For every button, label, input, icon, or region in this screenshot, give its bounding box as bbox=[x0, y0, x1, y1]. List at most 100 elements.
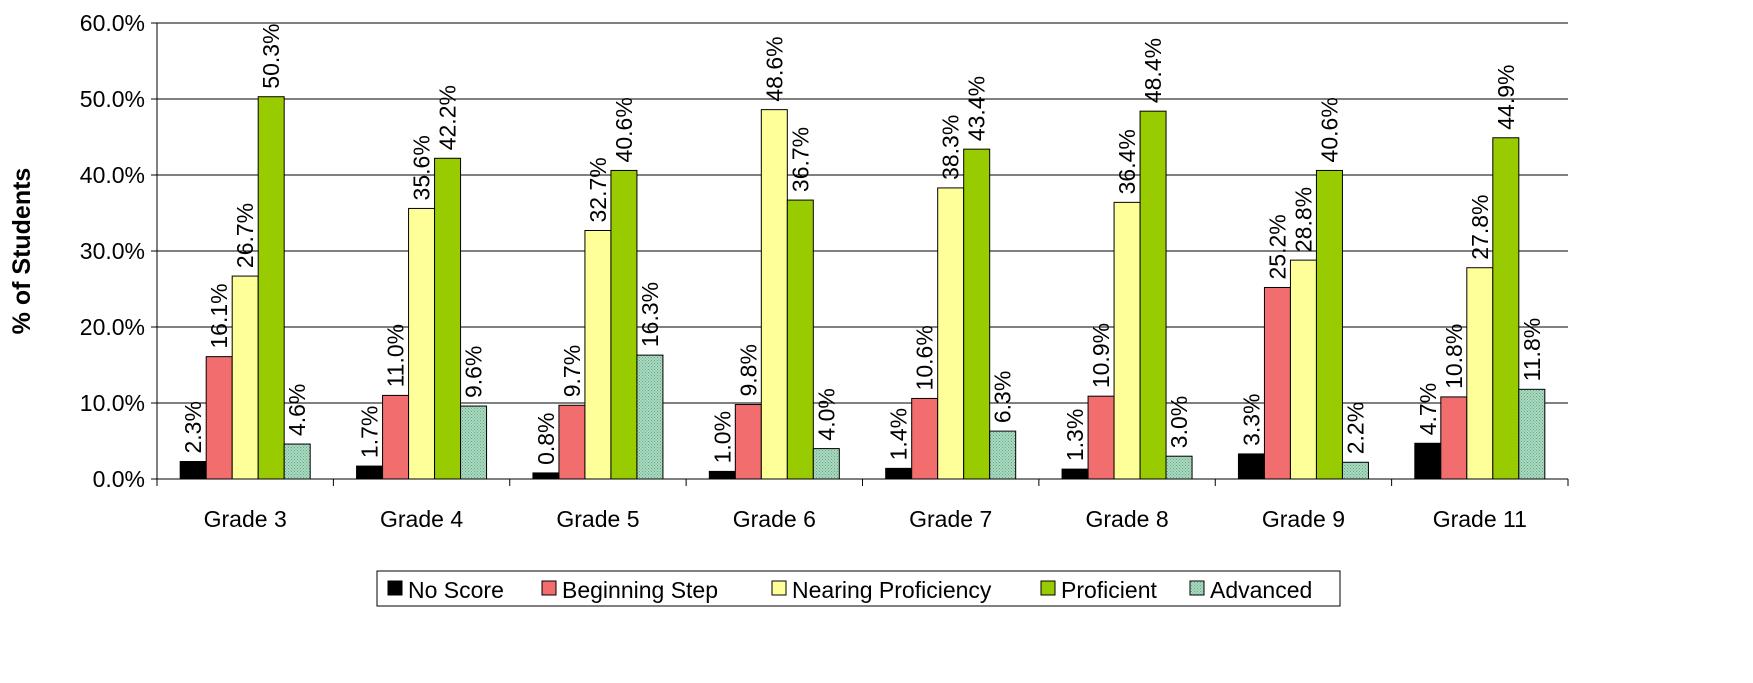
data-label: 10.8% bbox=[1441, 324, 1467, 389]
data-label: 43.4% bbox=[964, 76, 990, 141]
bar-no-score bbox=[1061, 468, 1089, 480]
bar-proficient bbox=[786, 199, 814, 480]
x-tick-label: Grade 9 bbox=[1262, 506, 1345, 532]
legend-swatch bbox=[771, 580, 787, 596]
data-label: 36.4% bbox=[1114, 129, 1140, 194]
gridlines bbox=[157, 22, 1568, 404]
legend-label: Nearing Proficiency bbox=[792, 577, 992, 603]
data-label: 9.6% bbox=[461, 346, 487, 398]
y-tick-label: 20.0% bbox=[80, 314, 145, 340]
data-label: 38.3% bbox=[938, 115, 964, 180]
bar-nearing-proficiency bbox=[937, 187, 965, 480]
bar-beginning-step bbox=[1087, 395, 1115, 480]
bar-beginning-step bbox=[1263, 286, 1291, 480]
bar-no-score bbox=[179, 461, 207, 480]
bar-beginning-step bbox=[911, 397, 939, 480]
bar-advanced bbox=[460, 405, 488, 480]
data-label: 4.0% bbox=[813, 388, 839, 440]
bar-nearing-proficiency bbox=[1113, 201, 1141, 480]
data-label: 3.0% bbox=[1166, 396, 1192, 448]
data-label: 2.2% bbox=[1342, 402, 1368, 454]
bar-advanced bbox=[1341, 461, 1369, 480]
bar-beginning-step bbox=[382, 394, 410, 480]
axes: 0.0% 10.0% 20.0% 30.0% 40.0% 50.0% 60.0% Grade … bbox=[80, 10, 1569, 532]
y-tick-label: 30.0% bbox=[80, 238, 145, 264]
bar-proficient bbox=[1492, 137, 1520, 480]
x-tick-label: Grade 8 bbox=[1086, 506, 1169, 532]
data-label: 44.9% bbox=[1493, 65, 1519, 130]
data-label: 28.8% bbox=[1290, 187, 1316, 252]
bar-no-score bbox=[532, 472, 560, 480]
x-tick-label: Grade 3 bbox=[204, 506, 287, 532]
data-label: 50.3% bbox=[258, 24, 284, 89]
legend-box bbox=[376, 570, 1341, 607]
bar-proficient bbox=[1315, 169, 1343, 480]
data-label: 42.2% bbox=[435, 85, 461, 150]
bar-beginning-step bbox=[1440, 396, 1468, 480]
bar-proficient bbox=[434, 157, 462, 480]
data-labels: 2.3% 16.1%26.7% 50.3% 4.6% 1.7%11.0% 35.6%42.… bbox=[180, 24, 1545, 465]
data-label: 48.6% bbox=[761, 36, 787, 101]
bar-advanced bbox=[989, 430, 1017, 480]
data-label: 16.3% bbox=[637, 282, 663, 347]
data-label: 1.0% bbox=[709, 411, 735, 463]
legend-swatch bbox=[387, 580, 403, 596]
bar-advanced bbox=[1165, 455, 1193, 480]
data-label: 48.4% bbox=[1140, 38, 1166, 103]
bar-beginning-step bbox=[558, 404, 586, 480]
bar-beginning-step bbox=[205, 356, 233, 480]
bar-nearing-proficiency bbox=[760, 109, 788, 480]
bar-advanced bbox=[636, 354, 664, 480]
y-tick-label: 60.0% bbox=[80, 10, 145, 36]
bar-beginning-step bbox=[734, 404, 762, 480]
legend: No Score Beginning Step Nearing Proficienc… bbox=[376, 570, 1341, 607]
data-label: 9.8% bbox=[735, 344, 761, 396]
x-tick-label: Grade 4 bbox=[380, 506, 463, 532]
data-label: 11.0% bbox=[383, 324, 409, 388]
legend-label: Beginning Step bbox=[562, 577, 718, 603]
legend-label: Advanced bbox=[1210, 577, 1312, 603]
x-tick-label: Grade 7 bbox=[909, 506, 992, 532]
data-label: 10.9% bbox=[1088, 323, 1114, 388]
y-tick-label: 0.0% bbox=[93, 466, 145, 492]
data-label: 40.6% bbox=[1316, 97, 1342, 162]
data-label: 35.6% bbox=[409, 135, 435, 200]
data-label: 4.7% bbox=[1415, 383, 1441, 435]
y-tick-label: 10.0% bbox=[80, 390, 145, 416]
data-label: 1.3% bbox=[1062, 409, 1088, 461]
y-tick-label: 50.0% bbox=[80, 86, 145, 112]
data-label: 27.8% bbox=[1467, 195, 1493, 260]
x-tick-label: Grade 11 bbox=[1433, 506, 1527, 532]
bar-advanced bbox=[1518, 388, 1546, 480]
bar-advanced bbox=[283, 443, 311, 480]
data-label: 1.4% bbox=[886, 408, 912, 460]
bar-nearing-proficiency bbox=[408, 207, 436, 480]
bar-no-score bbox=[708, 470, 736, 480]
bar-no-score bbox=[1414, 442, 1442, 480]
data-label: 26.7% bbox=[232, 203, 258, 268]
bars bbox=[179, 96, 1546, 480]
data-label: 11.8% bbox=[1519, 318, 1545, 382]
bar-proficient bbox=[963, 148, 991, 480]
legend-swatch bbox=[1040, 580, 1056, 596]
bar-nearing-proficiency bbox=[231, 275, 259, 480]
data-label: 9.7% bbox=[559, 345, 585, 397]
bar-nearing-proficiency bbox=[1289, 259, 1317, 480]
data-label: 25.2% bbox=[1264, 214, 1290, 279]
data-label: 0.8% bbox=[533, 412, 559, 464]
bar-advanced bbox=[812, 448, 840, 480]
y-tick-label: 40.0% bbox=[80, 162, 145, 188]
legend-swatch bbox=[541, 580, 557, 596]
legend-label: Proficient bbox=[1061, 577, 1157, 603]
data-label: 1.7% bbox=[357, 406, 383, 458]
y-axis-title: % of Students bbox=[8, 168, 36, 335]
data-label: 2.3% bbox=[180, 401, 206, 453]
bar-no-score bbox=[356, 465, 384, 480]
data-label: 10.6% bbox=[912, 325, 938, 390]
data-label: 3.3% bbox=[1238, 393, 1264, 445]
bar-no-score bbox=[1237, 453, 1265, 480]
data-label: 36.7% bbox=[787, 127, 813, 192]
bar-proficient bbox=[1139, 110, 1167, 480]
